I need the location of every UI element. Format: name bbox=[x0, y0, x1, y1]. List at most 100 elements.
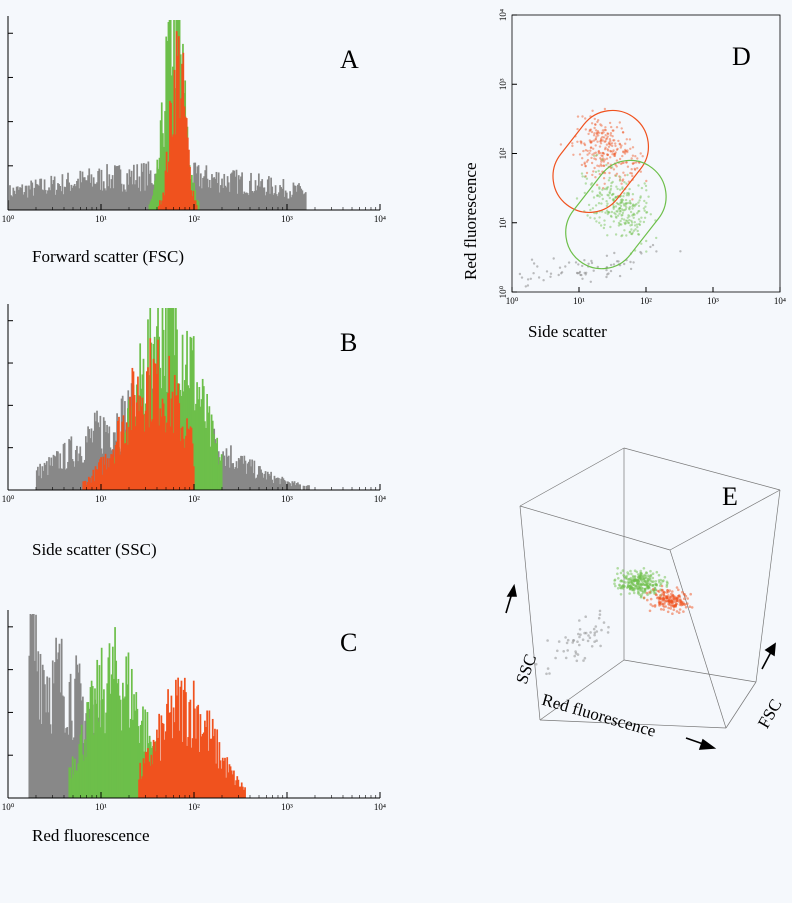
point-red bbox=[585, 171, 589, 175]
point-gray bbox=[526, 284, 530, 287]
point-red bbox=[621, 161, 624, 165]
bar-gray bbox=[28, 185, 30, 210]
point-red bbox=[666, 610, 670, 614]
point-red bbox=[618, 142, 621, 145]
point-green bbox=[632, 212, 635, 215]
point-red bbox=[609, 139, 612, 143]
point-red bbox=[689, 592, 692, 596]
point-red bbox=[603, 107, 607, 111]
point-green bbox=[598, 191, 601, 194]
cube-edge bbox=[623, 659, 757, 683]
bar-gray bbox=[262, 187, 265, 210]
point-red bbox=[602, 187, 605, 190]
bar-red bbox=[150, 421, 153, 490]
point-green bbox=[621, 234, 624, 237]
bar-gray bbox=[58, 468, 60, 490]
bar-green bbox=[192, 336, 195, 490]
point-red bbox=[655, 593, 658, 597]
scatter-3d-cube bbox=[519, 447, 781, 729]
bar-gray bbox=[266, 471, 269, 490]
point-gray bbox=[546, 667, 550, 670]
point-green bbox=[625, 574, 628, 578]
cube-edge bbox=[725, 681, 757, 729]
bar-red bbox=[146, 752, 148, 798]
point-green bbox=[629, 586, 633, 589]
bar-gray bbox=[74, 186, 77, 210]
point-green bbox=[633, 224, 637, 227]
point-red bbox=[667, 602, 670, 606]
point-red bbox=[600, 164, 603, 168]
point-green bbox=[657, 573, 661, 577]
point-gray bbox=[558, 266, 562, 269]
point-green bbox=[619, 223, 622, 226]
point-green bbox=[635, 202, 638, 206]
bar-gray bbox=[280, 478, 283, 490]
point-green bbox=[594, 170, 598, 174]
bar-gray bbox=[308, 485, 310, 490]
point-gray bbox=[605, 268, 608, 272]
bar-red bbox=[161, 200, 163, 210]
point-red bbox=[614, 174, 617, 177]
point-red bbox=[589, 140, 592, 143]
point-gray bbox=[586, 639, 590, 643]
bar-gray bbox=[37, 184, 39, 210]
point-red bbox=[611, 150, 614, 153]
bar-red bbox=[156, 374, 158, 490]
point-green bbox=[632, 203, 635, 206]
point-red bbox=[596, 140, 599, 143]
bar-red bbox=[101, 474, 104, 490]
point-green bbox=[615, 216, 618, 219]
bar-gray bbox=[39, 178, 41, 210]
bar-gray bbox=[264, 195, 267, 210]
point-green bbox=[645, 211, 648, 214]
point-red bbox=[594, 176, 597, 179]
point-green bbox=[618, 212, 621, 215]
point-green bbox=[609, 187, 613, 190]
point-red bbox=[606, 153, 610, 157]
point-green bbox=[618, 188, 622, 191]
point-red bbox=[593, 126, 596, 130]
point-red bbox=[601, 154, 604, 158]
y-tick-label: 10⁴ bbox=[498, 9, 508, 21]
point-red bbox=[595, 133, 599, 136]
point-green bbox=[638, 222, 641, 226]
bar-red bbox=[154, 751, 157, 798]
point-red bbox=[678, 603, 682, 606]
point-red bbox=[613, 139, 616, 142]
bar-gray bbox=[66, 179, 68, 210]
point-green bbox=[631, 207, 634, 210]
point-green bbox=[625, 194, 629, 197]
point-red bbox=[636, 167, 639, 170]
point-red bbox=[614, 144, 617, 148]
point-green bbox=[636, 225, 639, 229]
bar-gray bbox=[195, 173, 198, 210]
bar-red bbox=[178, 36, 180, 210]
point-green bbox=[613, 578, 617, 582]
point-red bbox=[599, 123, 602, 126]
point-gray bbox=[588, 636, 592, 640]
bar-red bbox=[103, 464, 106, 490]
bar-gray bbox=[213, 177, 216, 210]
bar-gray bbox=[130, 170, 133, 210]
bar-green bbox=[88, 718, 91, 798]
point-red bbox=[659, 594, 662, 598]
point-gray bbox=[595, 630, 599, 633]
x-tick-label: 10² bbox=[188, 494, 200, 504]
point-red bbox=[631, 162, 635, 165]
point-red bbox=[607, 149, 610, 152]
point-green bbox=[619, 199, 623, 202]
point-green bbox=[627, 191, 630, 195]
bar-gray bbox=[141, 171, 144, 210]
bar-red bbox=[240, 782, 243, 798]
bar-green bbox=[218, 457, 221, 490]
point-green bbox=[629, 569, 632, 573]
bar-gray bbox=[293, 185, 296, 210]
bar-gray bbox=[71, 187, 74, 210]
bar-green bbox=[167, 22, 170, 211]
bar-gray bbox=[117, 166, 120, 210]
cube-edge bbox=[539, 659, 625, 721]
point-green bbox=[643, 579, 647, 583]
bar-gray bbox=[86, 180, 88, 210]
bar-gray bbox=[99, 189, 102, 210]
bar-gray bbox=[256, 474, 259, 490]
